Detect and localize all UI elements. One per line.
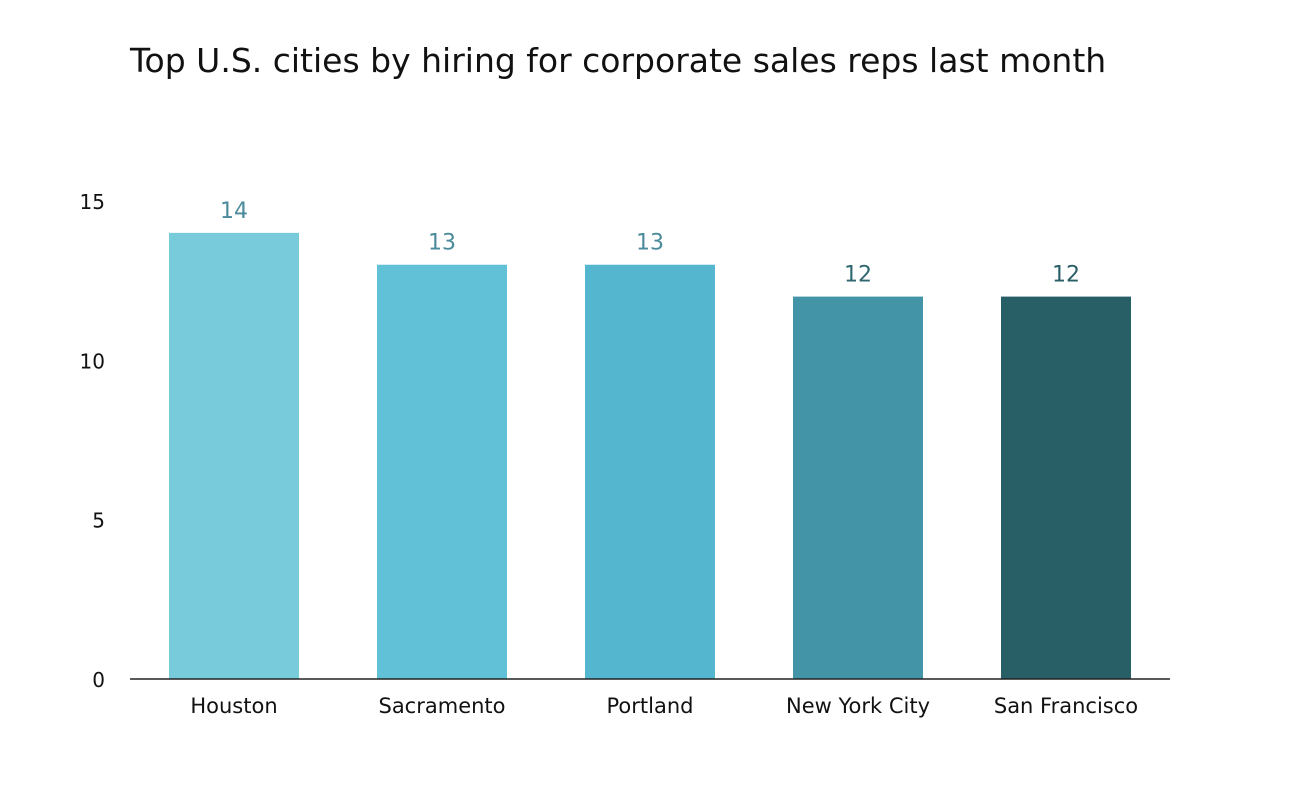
y-tick-label: 15 [80,190,105,214]
bar-sacramento [377,264,507,679]
data-label: 12 [1052,263,1080,288]
bars: 14 Houston 13 Sacramento 13 Portland 12 New Yor… [169,199,1138,718]
y-tick-label: 10 [80,349,105,373]
x-tick-label: Sacramento [378,694,505,718]
x-tick-label: San Francisco [994,694,1138,718]
bar-portland [585,264,715,679]
chart-title: Top U.S. cities by hiring for corporate … [129,41,1106,80]
x-tick-label: New York City [786,694,930,718]
x-tick-label: Portland [607,694,694,718]
data-label: 13 [636,231,664,256]
data-label: 14 [220,199,248,224]
bar-san-francisco [1001,296,1131,679]
y-axis: 0 5 10 15 [80,190,105,692]
y-tick-label: 5 [92,509,105,533]
y-tick-label: 0 [92,668,105,692]
bar-new-york-city [793,296,923,679]
data-label: 12 [844,263,872,288]
bar-houston [169,232,299,679]
x-tick-label: Houston [190,694,277,718]
data-label: 13 [428,231,456,256]
